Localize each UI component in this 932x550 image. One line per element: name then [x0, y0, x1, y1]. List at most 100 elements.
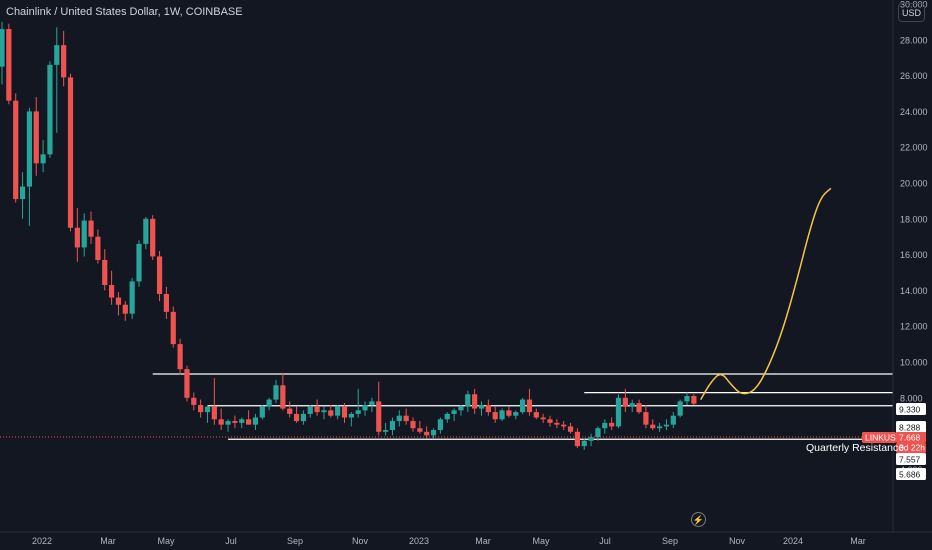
y-tick-label: 20.000 [900, 179, 928, 189]
candle-body [328, 410, 334, 416]
candle-body [595, 428, 601, 438]
x-tick-label: Mar [475, 536, 491, 546]
price-tag [896, 468, 926, 480]
candle-body [293, 413, 300, 422]
candle-body [287, 408, 293, 414]
candle-body [396, 415, 402, 422]
candle-body [156, 256, 163, 294]
candle-body [677, 401, 683, 416]
candle-body [670, 415, 676, 425]
candle-body [204, 406, 211, 413]
candle-body [376, 401, 382, 432]
candle-body [526, 399, 533, 413]
candle-body [574, 431, 580, 447]
candle-body [691, 396, 697, 404]
candle-body [355, 410, 361, 414]
y-tick-label: 30.000 [900, 0, 928, 10]
candle-body [184, 369, 190, 398]
candle-body [33, 111, 39, 164]
candle-body [19, 186, 26, 200]
candle-body [643, 412, 649, 425]
candle-body [389, 421, 396, 431]
y-tick-label: 10.000 [900, 358, 928, 368]
candle-body [554, 422, 560, 425]
x-tick-label: 2022 [32, 536, 52, 546]
candle-body [300, 413, 306, 422]
candle-body [273, 385, 279, 400]
candle-body [437, 419, 443, 431]
candle-body [485, 404, 491, 413]
candle-body [13, 100, 19, 200]
candle-body [0, 29, 5, 67]
candle-body [26, 111, 32, 187]
chart-title: Chainlink / United States Dollar, 1W, CO… [6, 6, 243, 18]
price-tag-label: 9.330 [899, 405, 921, 415]
candle-body [650, 424, 656, 429]
candle-body [225, 421, 231, 425]
candle-body [547, 419, 553, 423]
currency-button[interactable]: USD [898, 3, 925, 22]
candle-body [198, 404, 204, 413]
candle-body [246, 419, 252, 425]
quarterly-resistance-label: Quarterly Resistance [806, 442, 904, 454]
y-tick-label: 22.000 [900, 143, 928, 153]
candle-body [95, 236, 101, 260]
candle-body [561, 424, 567, 427]
x-tick-label: May [532, 536, 550, 546]
candle-body [410, 421, 416, 429]
candle-body [492, 412, 498, 420]
price-tag-label: 7.557 [899, 455, 921, 465]
candle-body [567, 426, 574, 432]
price-tag-label: 8.288 [899, 423, 921, 433]
candle-body [341, 406, 348, 418]
candles [0, 21, 697, 450]
price-tag-label: 3d 22h [899, 443, 925, 453]
candle-body [211, 406, 217, 420]
candle-body [609, 422, 615, 427]
candle-body [163, 293, 169, 312]
time-axis[interactable]: 2022 Mar May Jul Sep Nov 2023 Mar May Jul Sep Nov 20… [32, 536, 866, 546]
candle-body [177, 344, 183, 370]
candle-body [252, 417, 259, 425]
candle-body [314, 406, 320, 413]
candle-body [478, 404, 485, 409]
candle-body [61, 45, 67, 78]
candle-body [383, 430, 389, 432]
candle-body [335, 406, 341, 416]
lightning-icon[interactable]: ⚡ [691, 512, 706, 527]
candle-body [348, 413, 354, 418]
candle-body [636, 403, 642, 413]
candle-body [40, 154, 46, 164]
projection-curve[interactable] [700, 187, 832, 400]
candle-body [465, 394, 471, 407]
candle-body [102, 259, 108, 286]
x-tick-label: Nov [729, 536, 746, 546]
candle-body [602, 422, 608, 429]
candle-body [170, 311, 176, 345]
candle-body [657, 426, 663, 429]
x-tick-label: Nov [352, 536, 369, 546]
x-tick-label: Sep [662, 536, 678, 546]
candle-body [451, 410, 457, 414]
candle-body [150, 218, 156, 257]
candle-body [266, 399, 272, 407]
candle-body [232, 421, 238, 423]
candle-body [259, 406, 265, 418]
candle-body [218, 419, 224, 425]
candle-body [54, 45, 60, 65]
candle-body [458, 406, 464, 411]
x-tick-label: Jul [225, 536, 237, 546]
horizontal-levels [152, 373, 893, 440]
candle-body [430, 430, 437, 436]
candle-body [67, 77, 74, 228]
candle-body [533, 412, 539, 418]
candle-body [129, 281, 135, 314]
x-tick-label: Jul [599, 536, 611, 546]
candle-body [520, 399, 526, 413]
y-tick-label: 8.000 [900, 393, 923, 403]
candle-body [540, 417, 546, 420]
candle-body [499, 410, 505, 420]
